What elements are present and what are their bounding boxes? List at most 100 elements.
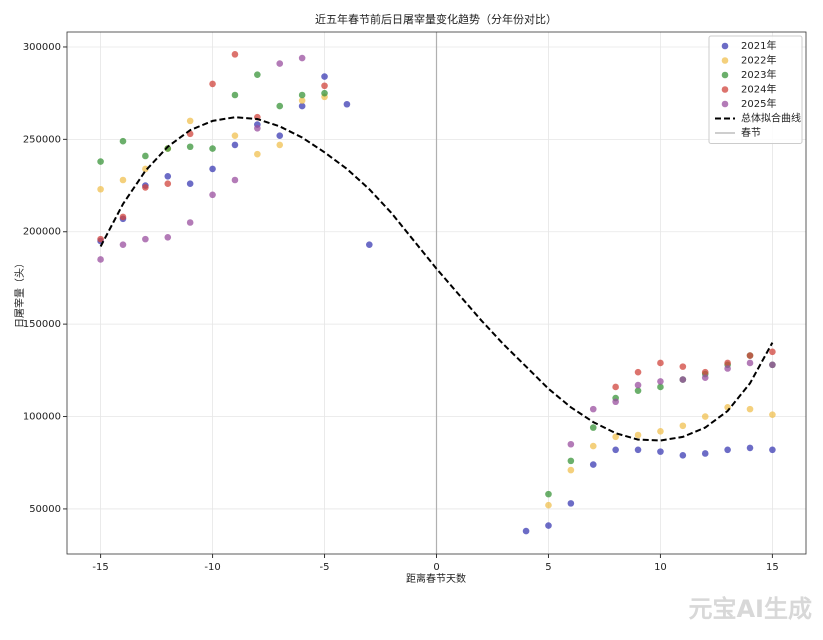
y-axis-label: 日屠宰量（头） [13, 258, 26, 328]
legend-label: 2022年 [741, 54, 776, 67]
x-axis-label: 距离春节天数 [406, 572, 466, 585]
point [769, 446, 776, 454]
point [701, 450, 709, 457]
point [657, 448, 664, 455]
point [231, 51, 239, 58]
point [254, 150, 261, 158]
point [746, 405, 754, 413]
point [657, 383, 664, 391]
point [634, 446, 642, 454]
legend-swatch [721, 100, 729, 108]
point [231, 141, 239, 149]
point [343, 100, 351, 108]
point [97, 185, 104, 193]
point [589, 424, 597, 431]
x-tick-label: 5 [545, 562, 551, 573]
point [142, 152, 149, 160]
legend-box [708, 35, 803, 144]
point [119, 137, 127, 145]
point [186, 117, 194, 125]
point [276, 102, 284, 110]
point [209, 80, 216, 88]
point [142, 235, 149, 243]
point [545, 522, 552, 529]
point [231, 176, 239, 184]
y-tick-label: 300000 [23, 42, 61, 53]
point [164, 173, 172, 180]
point [724, 365, 731, 372]
point [119, 213, 127, 221]
point [231, 91, 239, 99]
point [119, 241, 127, 248]
legend-label: 2021年 [741, 39, 776, 52]
point [209, 191, 216, 199]
point [298, 54, 306, 62]
point [589, 405, 597, 413]
point [769, 348, 776, 356]
legend-label: 春节 [741, 127, 761, 139]
point [724, 446, 731, 454]
point [164, 233, 172, 241]
point [298, 97, 306, 104]
point [769, 411, 776, 418]
y-tick-label: 100000 [23, 412, 61, 423]
legend-swatch [721, 42, 729, 50]
point [321, 82, 328, 90]
point [746, 352, 754, 359]
x-tick-label: -15 [92, 562, 108, 573]
point [209, 165, 216, 173]
point [142, 184, 149, 191]
point [589, 442, 597, 450]
x-tick-label: 10 [654, 562, 667, 573]
point [567, 440, 575, 448]
point [612, 446, 619, 454]
point [746, 359, 754, 367]
point [634, 368, 642, 376]
point [522, 527, 530, 535]
point [298, 102, 306, 110]
point [634, 381, 642, 389]
legend-label: 2024年 [741, 83, 776, 96]
point [298, 91, 306, 99]
watermark: 元宝AI生成 [688, 595, 812, 623]
point [186, 143, 194, 151]
plot-frame [66, 31, 807, 555]
point [119, 176, 127, 184]
point [612, 398, 619, 406]
point [634, 387, 642, 394]
point [164, 145, 172, 152]
point [567, 500, 575, 507]
point [97, 158, 104, 165]
point [657, 428, 664, 435]
point [254, 71, 261, 78]
point [701, 413, 709, 420]
y-tick-label: 250000 [23, 134, 61, 145]
x-tick-label: -5 [320, 562, 330, 573]
point [634, 431, 642, 439]
point [186, 219, 194, 226]
y-tick-label: 200000 [23, 227, 61, 238]
legend-swatch [721, 57, 729, 64]
legend-label: 总体拟合曲线 [741, 112, 801, 125]
point [701, 374, 709, 382]
fit-curve [99, 116, 774, 442]
point [679, 376, 687, 383]
point [186, 180, 194, 188]
point [679, 452, 687, 459]
legend-swatch [721, 86, 729, 93]
point [701, 368, 709, 376]
point [589, 461, 597, 468]
point [769, 361, 776, 369]
point [545, 490, 552, 498]
point [276, 141, 284, 149]
point [276, 132, 284, 139]
point [657, 378, 664, 385]
point [321, 73, 328, 80]
legend-swatch [721, 71, 729, 79]
point [142, 165, 149, 173]
chart-title: 近五年春节前后日屠宰量变化趋势（分年份对比） [315, 12, 557, 26]
point [567, 457, 575, 465]
point [545, 501, 552, 509]
